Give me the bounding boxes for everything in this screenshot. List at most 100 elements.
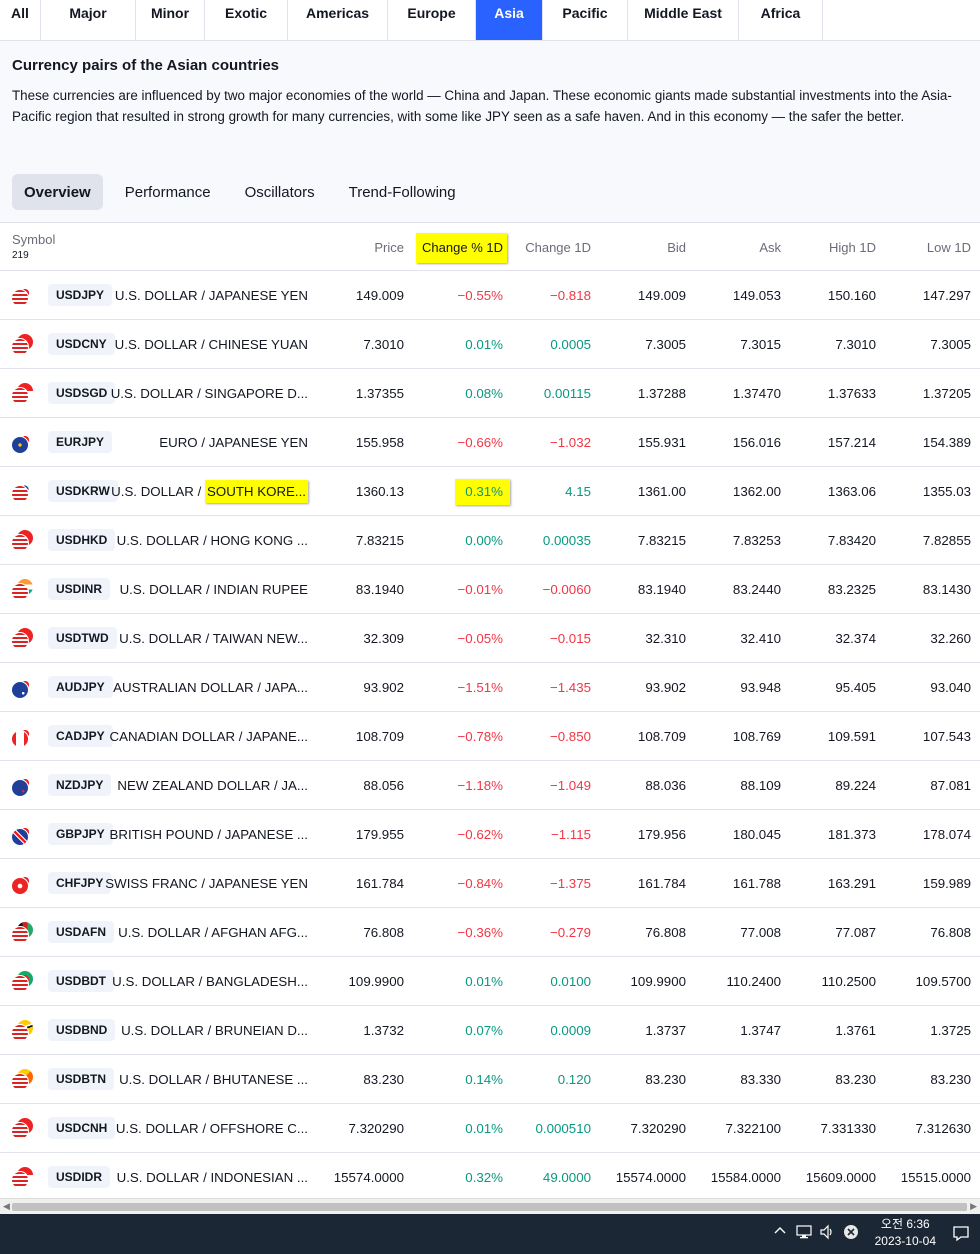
symbol-badge[interactable]: USDSGD <box>48 382 116 404</box>
region-tab-exotic[interactable]: Exotic <box>205 0 288 40</box>
pair-description[interactable]: U.S. DOLLAR / INDIAN RUPEE <box>119 581 308 597</box>
pair-description[interactable]: U.S. DOLLAR / INDONESIAN ... <box>116 1169 308 1185</box>
region-tab-all[interactable]: All <box>0 0 41 40</box>
table-row[interactable]: CADJPY CANADIAN DOLLAR / JAPANE... 108.709… <box>0 712 980 761</box>
currency-flag-icon <box>11 530 33 552</box>
table-row[interactable]: NZDJPY NEW ZEALAND DOLLAR / JA... 88.056 −1… <box>0 761 980 810</box>
symbol-badge[interactable]: CADJPY <box>48 725 113 747</box>
column-header-change-pct-1d[interactable]: Change % 1D <box>422 239 503 255</box>
pair-description[interactable]: U.S. DOLLAR / HONG KONG ... <box>116 532 308 548</box>
symbol-badge[interactable]: USDHKD <box>48 529 116 551</box>
region-tab-pacific[interactable]: Pacific <box>543 0 628 40</box>
table-row[interactable]: USDCNH U.S. DOLLAR / OFFSHORE C... 7.32029… <box>0 1104 980 1153</box>
symbol-badge[interactable]: USDIDR <box>48 1166 111 1188</box>
table-row[interactable]: USDCNY U.S. DOLLAR / CHINESE YUAN 7.3010 0.… <box>0 320 980 369</box>
chevron-up-icon[interactable] <box>774 1224 786 1240</box>
cell-ask: 83.2440 <box>732 581 781 597</box>
system-clock[interactable]: 오전 6:36 2023-10-04 <box>875 1216 936 1250</box>
pair-description[interactable]: U.S. DOLLAR / JAPANESE YEN <box>114 287 308 303</box>
symbol-badge[interactable]: AUDJPY <box>48 676 113 698</box>
table-row[interactable]: USDHKD U.S. DOLLAR / HONG KONG ... 7.83215… <box>0 516 980 565</box>
region-tab-europe[interactable]: Europe <box>388 0 476 40</box>
volume-icon[interactable] <box>819 1224 835 1243</box>
symbol-badge[interactable]: USDBDT <box>48 970 114 992</box>
table-row[interactable]: EURJPY EURO / JAPANESE YEN 155.958 −0.66% −1… <box>0 418 980 467</box>
region-tab-asia[interactable]: Asia <box>476 0 543 40</box>
table-row[interactable]: USDSGD U.S. DOLLAR / SINGAPORE D... 1.3735… <box>0 369 980 418</box>
pair-description[interactable]: U.S. DOLLAR / BHUTANESE ... <box>119 1071 308 1087</box>
pair-description[interactable]: U.S. DOLLAR / TAIWAN NEW... <box>119 630 308 646</box>
symbol-badge[interactable]: USDCNH <box>48 1117 116 1139</box>
pair-description[interactable]: CANADIAN DOLLAR / JAPANE... <box>109 728 308 744</box>
cell-ask: 108.769 <box>732 728 781 744</box>
symbol-badge[interactable]: USDJPY <box>48 284 113 306</box>
currency-flag-icon <box>11 1069 33 1091</box>
table-row[interactable]: USDJPY U.S. DOLLAR / JAPANESE YEN 149.009 −… <box>0 271 980 320</box>
symbol-badge[interactable]: USDBND <box>48 1019 116 1041</box>
pair-description[interactable]: U.S. DOLLAR / CHINESE YUAN <box>114 336 308 352</box>
pair-description[interactable]: AUSTRALIAN DOLLAR / JAPA... <box>113 679 308 695</box>
scrollbar-thumb[interactable] <box>12 1203 967 1211</box>
symbol-badge[interactable]: NZDJPY <box>48 774 112 796</box>
horizontal-scrollbar[interactable]: ◀ ▶ <box>0 1198 980 1214</box>
column-header-ask[interactable]: Ask <box>759 239 781 255</box>
pair-description[interactable]: BRITISH POUND / JAPANESE ... <box>109 826 308 842</box>
cell-change-pct-1d: 0.01% <box>465 1120 503 1136</box>
symbol-badge[interactable]: USDINR <box>48 578 111 600</box>
symbol-badge[interactable]: CHFJPY <box>48 872 112 894</box>
scroll-right-icon[interactable]: ▶ <box>970 1201 977 1211</box>
table-row[interactable]: USDIDR U.S. DOLLAR / INDONESIAN ... 15574.… <box>0 1153 980 1198</box>
pair-description[interactable]: U.S. DOLLAR / BANGLADESH... <box>112 973 308 989</box>
cell-price: 1360.13 <box>355 483 404 499</box>
cell-ask: 32.410 <box>740 630 781 646</box>
pair-description[interactable]: EURO / JAPANESE YEN <box>159 434 308 450</box>
table-row[interactable]: USDKRW U.S. DOLLAR / SOUTH KORE... 1360.13… <box>0 467 980 516</box>
symbol-badge[interactable]: USDTWD <box>48 627 117 649</box>
tab-performance[interactable]: Performance <box>124 183 211 201</box>
region-tab-americas[interactable]: Americas <box>288 0 388 40</box>
pair-description[interactable]: NEW ZEALAND DOLLAR / JA... <box>117 777 308 793</box>
table-row[interactable]: GBPJPY BRITISH POUND / JAPANESE ... 179.95… <box>0 810 980 859</box>
region-tab-middle-east[interactable]: Middle East <box>628 0 739 40</box>
pair-description[interactable]: U.S. DOLLAR / SOUTH KORE... <box>111 467 308 515</box>
symbol-badge[interactable]: EURJPY <box>48 431 113 453</box>
column-header-bid[interactable]: Bid <box>667 239 686 255</box>
table-row[interactable]: USDBND U.S. DOLLAR / BRUNEIAN D... 1.3732 0… <box>0 1006 980 1055</box>
column-header-price[interactable]: Price <box>374 239 404 255</box>
close-circle-icon[interactable] <box>843 1224 859 1243</box>
region-tab-africa[interactable]: Africa <box>739 0 823 40</box>
pair-description[interactable]: U.S. DOLLAR / AFGHAN AFG... <box>118 924 308 940</box>
table-row[interactable]: AUDJPY AUSTRALIAN DOLLAR / JAPA... 93.902 −… <box>0 663 980 712</box>
cell-high-1d: 1363.06 <box>827 483 876 499</box>
table-row[interactable]: USDBTN U.S. DOLLAR / BHUTANESE ... 83.230 0… <box>0 1055 980 1104</box>
column-header-symbol[interactable]: Symbol <box>12 232 56 247</box>
pair-description[interactable]: U.S. DOLLAR / BRUNEIAN D... <box>121 1022 308 1038</box>
region-tab-major[interactable]: Major <box>41 0 136 40</box>
table-row[interactable]: CHFJPY SWISS FRANC / JAPANESE YEN 161.784 −… <box>0 859 980 908</box>
table-row[interactable]: USDINR U.S. DOLLAR / INDIAN RUPEE 83.1940 −… <box>0 565 980 614</box>
cell-price: 1.37355 <box>355 385 404 401</box>
symbol-badge[interactable]: GBPJPY <box>48 823 113 845</box>
symbol-badge[interactable]: USDBTN <box>48 1068 114 1090</box>
cell-ask: 1.3747 <box>740 1022 781 1038</box>
symbol-badge[interactable]: USDKRW <box>48 480 118 502</box>
table-row[interactable]: USDBDT U.S. DOLLAR / BANGLADESH... 109.990… <box>0 957 980 1006</box>
scroll-left-icon[interactable]: ◀ <box>3 1201 10 1211</box>
region-tab-minor[interactable]: Minor <box>136 0 205 40</box>
column-header-change-1d[interactable]: Change 1D <box>525 239 591 255</box>
cell-change-pct-1d: 0.01% <box>465 336 503 352</box>
notification-icon[interactable] <box>952 1224 970 1245</box>
pair-description[interactable]: U.S. DOLLAR / SINGAPORE D... <box>110 385 308 401</box>
table-row[interactable]: USDTWD U.S. DOLLAR / TAIWAN NEW... 32.309 −… <box>0 614 980 663</box>
table-row[interactable]: USDAFN U.S. DOLLAR / AFGHAN AFG... 76.808 −… <box>0 908 980 957</box>
network-icon[interactable] <box>796 1224 812 1243</box>
tab-trend-following[interactable]: Trend-Following <box>348 183 456 201</box>
symbol-badge[interactable]: USDCNY <box>48 333 115 355</box>
pair-description[interactable]: U.S. DOLLAR / OFFSHORE C... <box>115 1120 308 1136</box>
pair-description[interactable]: SWISS FRANC / JAPANESE YEN <box>105 875 308 891</box>
column-header-low-1d[interactable]: Low 1D <box>926 239 971 255</box>
tab-oscillators[interactable]: Oscillators <box>244 183 315 201</box>
tab-overview[interactable]: Overview <box>12 174 103 210</box>
column-header-high-1d[interactable]: High 1D <box>829 239 876 255</box>
symbol-badge[interactable]: USDAFN <box>48 921 114 943</box>
